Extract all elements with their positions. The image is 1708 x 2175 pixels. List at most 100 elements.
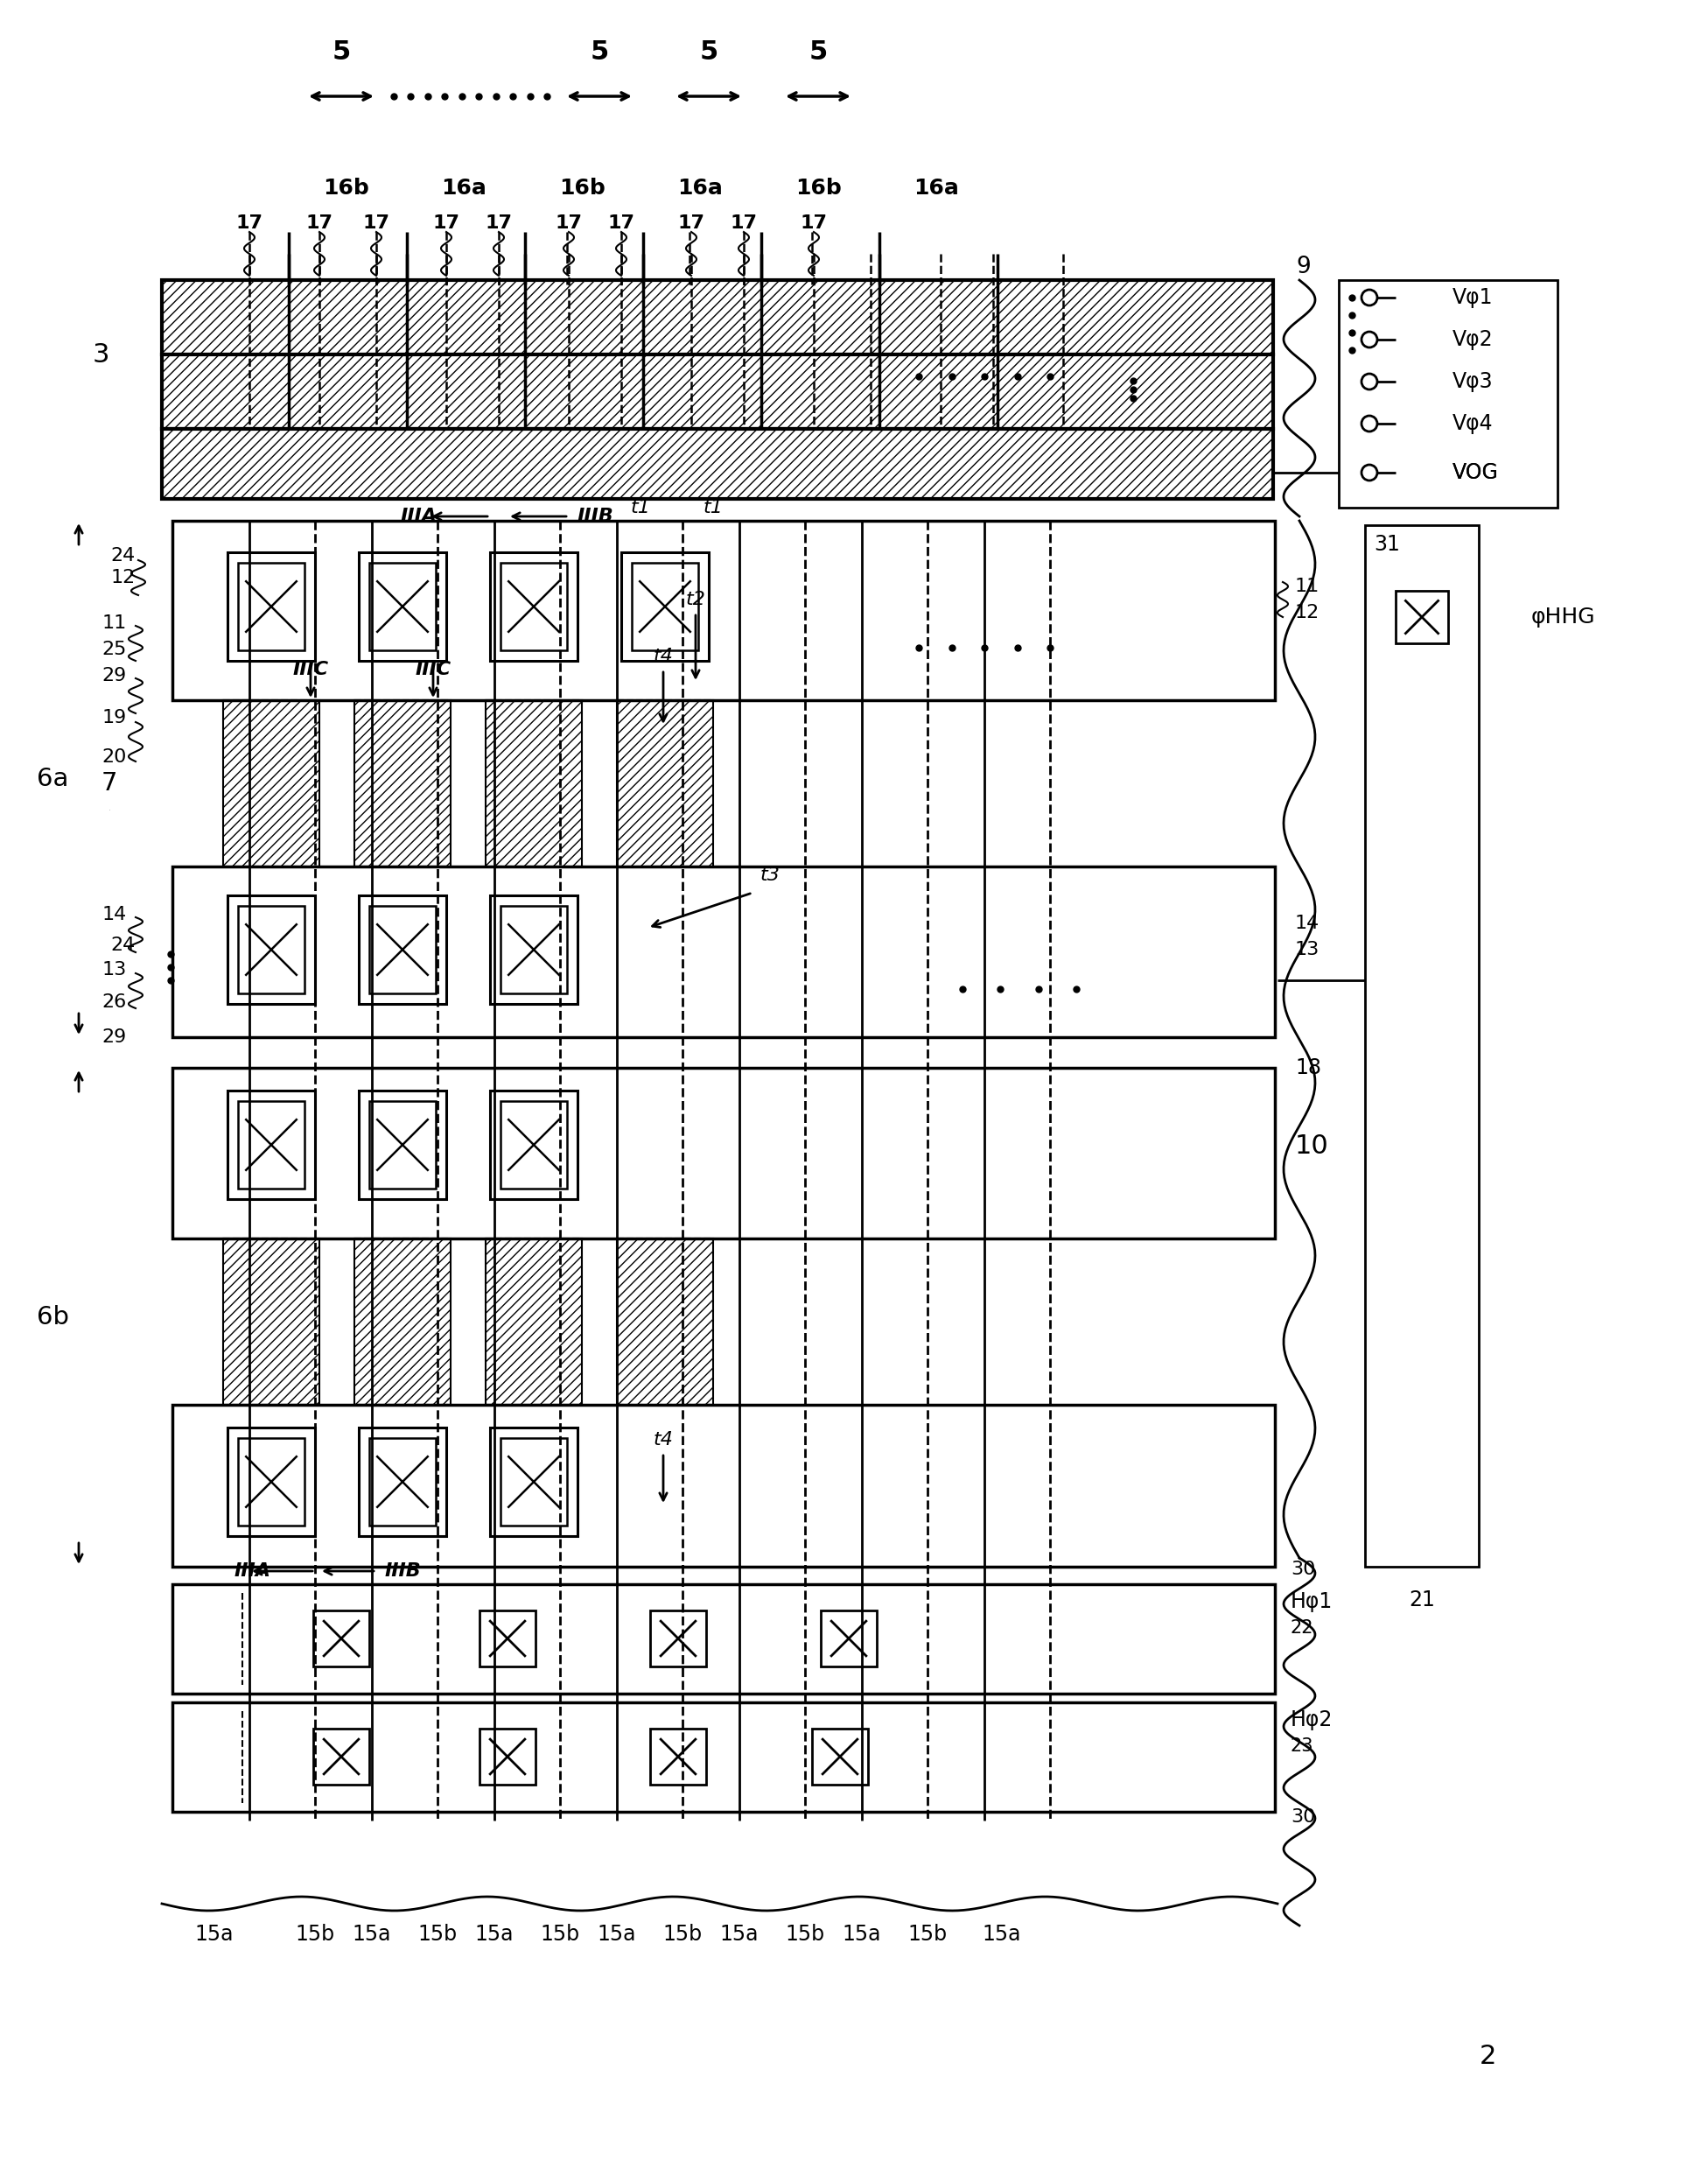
Text: t1: t1 [704, 498, 722, 515]
Bar [227, 896, 314, 1005]
Bar [173, 1068, 1274, 1238]
Text: 16b: 16b [794, 178, 842, 198]
Bar [369, 1101, 436, 1188]
Text: 24: 24 [111, 548, 135, 566]
Text: 15a: 15a [719, 1925, 758, 1944]
Text: 29: 29 [102, 1029, 126, 1046]
Text: 11: 11 [102, 613, 126, 633]
Bar [1395, 592, 1448, 644]
Text: IIIC: IIIC [415, 661, 451, 679]
Text: VOG: VOG [1452, 461, 1498, 483]
Text: 13: 13 [102, 961, 126, 979]
Text: 19: 19 [102, 709, 126, 726]
Text: 15b: 15b [907, 1925, 948, 1944]
Text: 17: 17 [608, 215, 635, 233]
Text: 17: 17 [678, 215, 705, 233]
Bar [359, 552, 446, 661]
Bar [490, 1090, 577, 1198]
Bar [1339, 281, 1558, 507]
Bar [359, 1090, 446, 1198]
Text: t4: t4 [652, 1431, 673, 1449]
Text: 12: 12 [111, 570, 135, 587]
Bar [651, 1610, 705, 1666]
Text: 15b: 15b [540, 1925, 579, 1944]
Bar [173, 1583, 1274, 1694]
Bar [354, 700, 451, 866]
Text: 10: 10 [1295, 1133, 1329, 1159]
Bar [354, 1238, 451, 1405]
Bar [500, 563, 567, 650]
Text: 24: 24 [111, 937, 135, 955]
Text: IIIB: IIIB [384, 1562, 422, 1579]
Text: 3: 3 [92, 341, 109, 368]
Bar [227, 1427, 314, 1536]
Bar [162, 428, 1272, 498]
Text: 30: 30 [1291, 1807, 1315, 1825]
Text: 12: 12 [1295, 605, 1320, 622]
Text: 17: 17 [799, 215, 827, 233]
Text: 21: 21 [1409, 1590, 1435, 1609]
Bar [617, 1238, 714, 1405]
Text: 20: 20 [102, 748, 126, 766]
Text: 15b: 15b [295, 1925, 335, 1944]
Text: 15b: 15b [418, 1925, 458, 1944]
Text: 16a: 16a [441, 178, 487, 198]
Text: 16b: 16b [559, 178, 605, 198]
Text: 15a: 15a [598, 1925, 637, 1944]
Text: Hφ2: Hφ2 [1291, 1710, 1332, 1731]
Text: VOG: VOG [1452, 461, 1498, 483]
Text: 15a: 15a [982, 1925, 1021, 1944]
Text: 5: 5 [331, 39, 350, 65]
Bar [500, 1101, 567, 1188]
Text: Vφ4: Vφ4 [1452, 413, 1493, 435]
Bar [313, 1729, 369, 1786]
Bar [822, 1610, 876, 1666]
Text: 16a: 16a [678, 178, 722, 198]
Bar [173, 1405, 1274, 1566]
Bar [490, 552, 577, 661]
Text: 25: 25 [102, 642, 126, 659]
Bar [227, 1090, 314, 1198]
Text: 14: 14 [102, 905, 126, 924]
Text: 30: 30 [1291, 1562, 1315, 1579]
Text: 13: 13 [1295, 942, 1320, 959]
Text: Vφ2: Vφ2 [1452, 328, 1493, 350]
Text: IIIA: IIIA [401, 507, 437, 524]
Text: 17: 17 [485, 215, 512, 233]
Bar [237, 1438, 304, 1525]
Bar [811, 1729, 868, 1786]
Text: φHHG: φHHG [1532, 607, 1595, 629]
Text: 18: 18 [1295, 1057, 1322, 1079]
Text: IIIB: IIIB [577, 507, 615, 524]
Text: Hφ1: Hφ1 [1291, 1592, 1332, 1612]
Text: Vφ1: Vφ1 [1452, 287, 1493, 309]
Text: 17: 17 [362, 215, 389, 233]
Bar [359, 896, 446, 1005]
Text: 15b: 15b [786, 1925, 825, 1944]
Bar [224, 700, 319, 866]
Bar [369, 563, 436, 650]
Bar [500, 1438, 567, 1525]
Text: 15a: 15a [475, 1925, 514, 1944]
Bar [313, 1610, 369, 1666]
Text: 15a: 15a [195, 1925, 234, 1944]
Bar [632, 563, 699, 650]
Text: 17: 17 [555, 215, 582, 233]
Bar [617, 700, 714, 866]
Text: 5: 5 [700, 39, 717, 65]
Text: 17: 17 [306, 215, 333, 233]
Bar [359, 1427, 446, 1536]
Bar [162, 281, 1272, 355]
Bar [480, 1610, 536, 1666]
Text: 15b: 15b [663, 1925, 702, 1944]
Bar [369, 1438, 436, 1525]
Text: 17: 17 [432, 215, 459, 233]
Text: 16a: 16a [914, 178, 958, 198]
Text: 31: 31 [1373, 533, 1401, 555]
Bar [485, 700, 582, 866]
Bar [224, 1238, 319, 1405]
Bar [622, 552, 709, 661]
Bar [237, 1101, 304, 1188]
Text: 5: 5 [810, 39, 827, 65]
Text: IIIA: IIIA [234, 1562, 272, 1579]
